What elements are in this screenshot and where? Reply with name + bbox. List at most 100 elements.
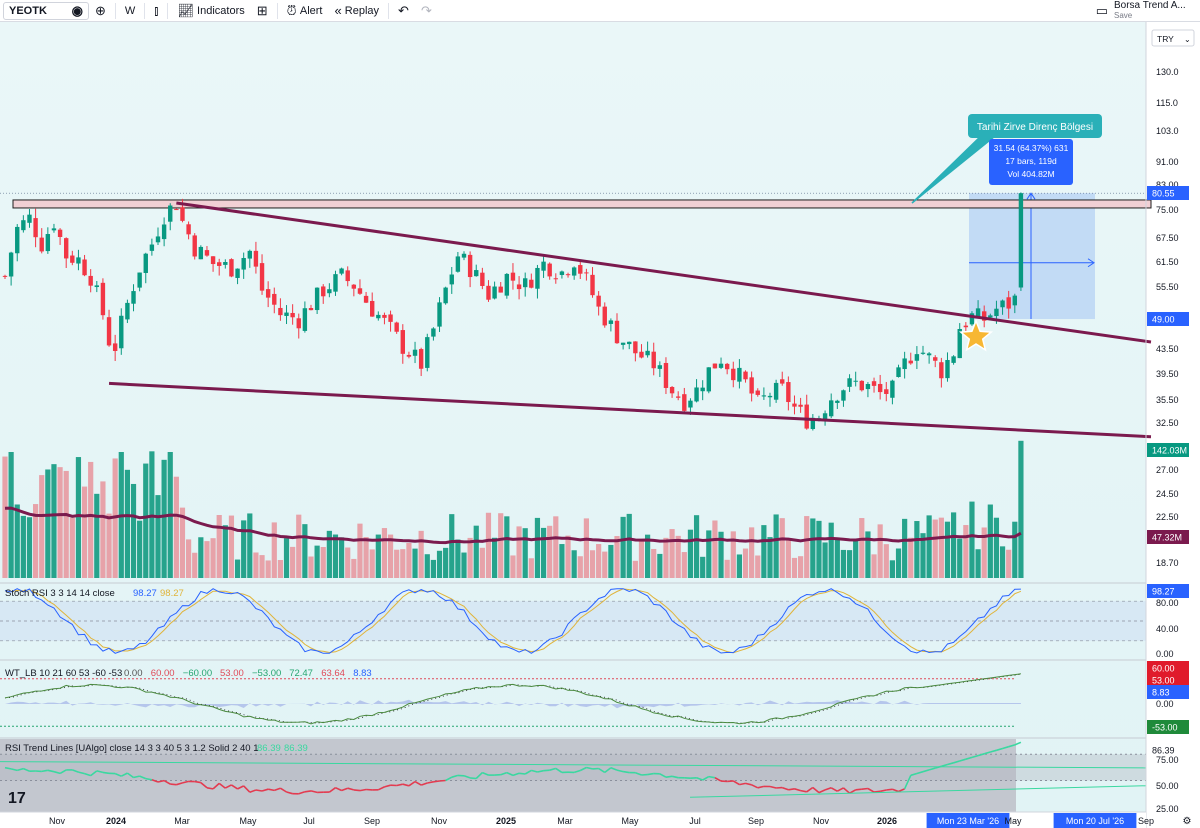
rsi-line-segment: [665, 775, 673, 778]
rsi-line-segment: [439, 779, 446, 782]
rsi-line-segment: [941, 763, 948, 768]
time-tick-label: Mar: [174, 816, 190, 826]
volume-bar: [773, 514, 779, 578]
candle-body: [908, 360, 913, 364]
candle-body: [265, 289, 271, 298]
volume-bar: [51, 464, 57, 578]
volume-ma-tag: 47.32M: [1152, 533, 1182, 543]
volume-bar: [785, 540, 791, 578]
add-symbol-button[interactable]: ⊕: [89, 1, 112, 21]
grid-icon: ⊞: [256, 2, 268, 18]
rsi-line-segment: [880, 789, 887, 793]
trendlines[interactable]: [108, 201, 1152, 439]
volume-bar: [816, 520, 822, 578]
candle-body: [39, 237, 44, 252]
volume-bar: [516, 526, 522, 578]
candle-body: [926, 353, 932, 356]
volume-bar: [700, 556, 706, 578]
replay-button[interactable]: « Replay: [328, 1, 385, 21]
candle-body: [988, 315, 993, 318]
volume-bar: [106, 513, 112, 578]
volume-last-tag: 142.03M: [1152, 446, 1187, 456]
rsi-line-segment: [635, 771, 642, 776]
rsi-line-segment: [800, 789, 807, 793]
chart-type-button[interactable]: ⫾: [148, 1, 164, 21]
candle-body: [792, 403, 797, 407]
rsi-line-segment: [788, 788, 795, 791]
candle-body: [676, 396, 681, 398]
candle-body: [382, 314, 387, 318]
rsi-line-segment: [598, 767, 606, 774]
candle-body: [112, 343, 118, 351]
candle-body: [994, 308, 999, 317]
candle-body: [235, 268, 240, 278]
rsi-line-segment: [59, 769, 67, 775]
stoch-axis-label: 40.00: [1156, 624, 1179, 634]
volume-bar: [865, 531, 871, 578]
volume-bar: [173, 476, 179, 578]
long-position-box[interactable]: [969, 192, 1095, 320]
alert-button[interactable]: ⏰︎ Alert: [281, 1, 329, 21]
candle-body: [951, 356, 956, 363]
candle-body: [541, 261, 546, 271]
time-axis[interactable]: Nov 2024 Mar May Jul Sep Nov 2025 Mar May Jul Sep No…: [0, 811, 1192, 828]
volume-bar: [706, 530, 712, 578]
volume-bar: [271, 522, 277, 578]
rsi-line-segment: [274, 787, 281, 792]
rsi-line-segment: [977, 753, 985, 757]
time-axis-background: [0, 812, 1146, 828]
resistance-zone[interactable]: [0, 192, 1152, 209]
eye-icon[interactable]: ◉: [71, 2, 83, 18]
candle-body: [149, 244, 155, 251]
undo-button[interactable]: ↶: [392, 1, 415, 21]
rsi-line-segment: [732, 780, 740, 786]
wt-tag-60-bg: [1147, 661, 1189, 675]
candle-body: [859, 380, 864, 391]
interval-button[interactable]: W: [119, 1, 141, 21]
layouts-button[interactable]: ⊞: [251, 1, 274, 21]
volume-bar: [999, 546, 1006, 578]
candle-body: [351, 284, 357, 289]
toolbar-divider: [167, 2, 169, 19]
tradingview-logo-icon: 17: [8, 790, 26, 807]
candle-body: [559, 271, 565, 275]
stoch-last-tag: 98.27: [1152, 587, 1175, 597]
indicators-button[interactable]: 📈︎ Indicators: [171, 1, 250, 21]
candle-body: [786, 382, 791, 403]
volume-bar: [1012, 521, 1018, 578]
time-tick-label: May: [1004, 816, 1022, 826]
rsi-line-segment: [861, 787, 868, 790]
rsi-line-segment: [10, 768, 18, 772]
candle-body: [345, 270, 350, 282]
candle-body: [198, 246, 204, 260]
price-axis[interactable]: TRY ⌄ 130.0 115.0 103.0 91.00 83.00 75.00 67.50 6…: [1145, 22, 1195, 828]
annotation-layer[interactable]: Tarihi Zirve Direnç Bölgesi 31.54 (64.37%…: [911, 114, 1102, 352]
wt-value: 8.83: [353, 668, 372, 679]
volume-bar: [33, 504, 39, 578]
time-highlight-bg: [1053, 813, 1137, 828]
rsi-line-segment: [200, 781, 208, 789]
candle-body: [639, 351, 644, 358]
range-low-tag: 49.00: [1152, 315, 1175, 325]
rsi-line-segment: [708, 775, 716, 779]
price-chart[interactable]: Tarihi Zirve Direnç Bölgesi 31.54 (64.37%…: [0, 22, 1200, 828]
candle-body: [535, 267, 540, 289]
wt-value: 60.00: [151, 668, 175, 679]
candle-body: [308, 308, 314, 311]
rsi-line-segment: [78, 771, 85, 775]
rsi-line-segment: [298, 791, 306, 795]
currency-label: TRY: [1157, 34, 1174, 44]
volume-bar: [742, 548, 749, 578]
rsi-line-segment: [482, 771, 489, 776]
indicators-icon: 📈︎: [177, 2, 194, 18]
volume-bar: [547, 525, 553, 578]
volume-bar: [443, 547, 449, 578]
candle-body: [645, 350, 650, 356]
symbol-search[interactable]: YEOTK ◉: [3, 1, 89, 20]
candle-body: [443, 287, 448, 304]
candle-body: [296, 318, 301, 329]
redo-button[interactable]: ↷: [415, 1, 438, 21]
candle-body: [822, 413, 828, 421]
rsi-line-segment: [90, 770, 98, 777]
account-area[interactable]: ▭ Borsa Trend A... Save: [1096, 0, 1200, 22]
